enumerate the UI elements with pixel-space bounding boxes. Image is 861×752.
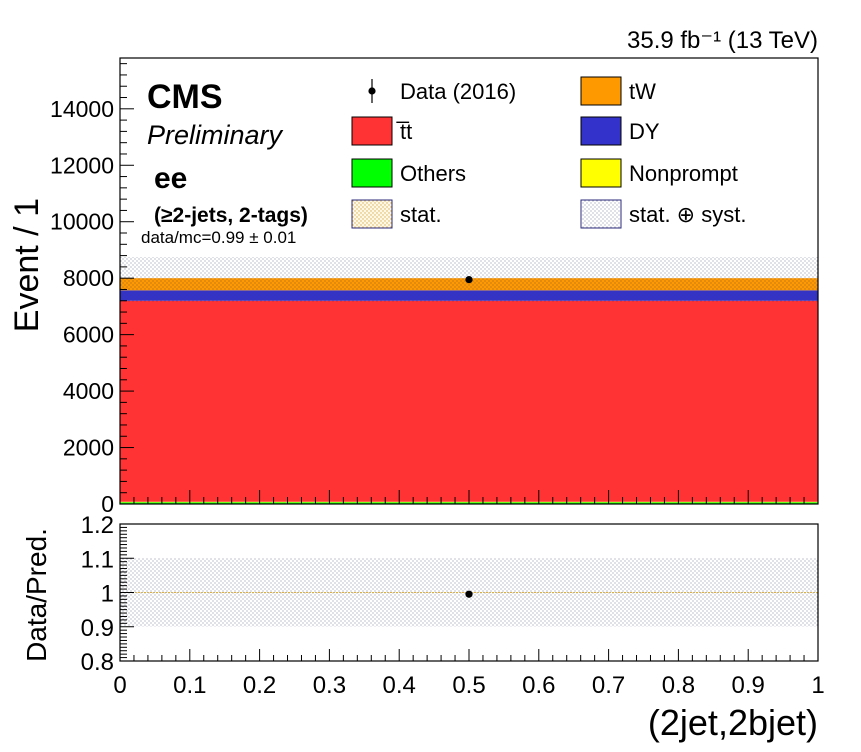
legend-swatch xyxy=(351,158,393,188)
legend-swatch xyxy=(580,76,622,106)
legend-swatch xyxy=(580,158,622,188)
legend-label: Data (2016) xyxy=(400,79,516,104)
legend-label: stat. ⊕ syst. xyxy=(629,202,746,227)
main-y-axis-title: Event / 1 xyxy=(8,198,46,332)
y-tick-label: 10000 xyxy=(50,209,114,235)
legend-label: tW xyxy=(629,79,656,104)
legend-swatch xyxy=(351,116,393,146)
legend-entry: Others xyxy=(351,158,466,188)
legend-label: stat. xyxy=(400,202,442,227)
preliminary-label: Preliminary xyxy=(147,120,284,150)
x-tick-label: 0.5 xyxy=(452,672,485,699)
x-tick-label: 0.3 xyxy=(313,672,346,699)
ratio-y-tick-label: 0.8 xyxy=(81,649,114,676)
y-tick-label: 0 xyxy=(101,491,114,517)
x-tick-label: 0.9 xyxy=(732,672,765,699)
ratio-y-tick-label: 0.9 xyxy=(81,615,114,642)
y-tick-label: 12000 xyxy=(50,152,114,178)
x-tick-label: 1 xyxy=(811,672,824,699)
legend-label: t̅t xyxy=(396,119,412,144)
legend-swatch xyxy=(580,116,622,146)
y-tick-label: 14000 xyxy=(50,96,114,122)
x-tick-label: 0.1 xyxy=(173,672,206,699)
x-tick-label: 0 xyxy=(113,672,126,699)
stack-bar-tt xyxy=(120,300,818,502)
ratio-y-tick-label: 1.1 xyxy=(81,546,114,573)
legend-label: Others xyxy=(400,161,466,186)
ratio-y-tick-label: 1.2 xyxy=(81,512,114,539)
ratio-y-axis: 0.8 0.9 1 1.1 1.2 xyxy=(81,512,134,676)
legend-marker xyxy=(368,87,376,95)
y-tick-label: 2000 xyxy=(63,435,114,461)
y-tick-label: 6000 xyxy=(63,322,114,348)
x-tick-label: 0.2 xyxy=(243,672,276,699)
x-tick-label: 0.7 xyxy=(592,672,625,699)
legend-label: Nonprompt xyxy=(629,161,738,186)
channel-label: ee xyxy=(154,162,187,195)
ratio-point xyxy=(465,590,473,598)
data-marker xyxy=(465,275,473,284)
y-tick-label: 4000 xyxy=(63,378,114,404)
selection-label: (≥2-jets, 2-tags) xyxy=(154,204,308,227)
ratio-panel: 0.80.911.11.2 0 0.1 0.2 0.3 0.4 0.5 0.6 0.7 0.8 0… xyxy=(81,512,825,699)
legend-entry: stat. ⊕ syst. xyxy=(580,199,746,229)
data-mc-ratio-label: data/mc=0.99 ± 0.01 xyxy=(141,228,296,247)
ratio-x-axis: 0 0.1 0.2 0.3 0.4 0.5 0.6 0.7 0.8 0.9 1 xyxy=(113,649,825,699)
legend-label: DY xyxy=(629,119,660,144)
main-x-ticks xyxy=(119,490,819,504)
x-tick-label: 0.4 xyxy=(383,672,416,699)
x-tick-label: 0.6 xyxy=(522,672,555,699)
legend-entry: t̅t xyxy=(351,116,412,146)
data-point xyxy=(465,275,473,284)
legend-entry: Data (2016) xyxy=(368,79,516,104)
ratio-marker xyxy=(465,590,473,598)
lumi-label: 35.9 fb⁻¹ (13 TeV) xyxy=(627,27,818,54)
legend-entry: stat. xyxy=(351,199,442,229)
ratio-y-tick-label: 1 xyxy=(101,581,114,608)
legend-swatch xyxy=(580,199,622,229)
legend: Data (2016) tW t̅t DY Others Nonprompt stat. st… xyxy=(351,76,746,229)
ratio-y-axis-title: Data/Pred. xyxy=(21,528,52,662)
cms-label: CMS xyxy=(147,78,223,116)
stack-bars xyxy=(120,278,818,504)
x-tick-label: 0.8 xyxy=(662,672,695,699)
main-panel: 0 2000 4000 6000 8000 10000 12000 14000 xyxy=(50,57,819,517)
x-axis-title: (2jet,2bjet) xyxy=(648,702,818,743)
y-tick-label: 8000 xyxy=(63,265,114,291)
main-y-axis: 0 2000 4000 6000 8000 10000 12000 14000 xyxy=(50,63,134,517)
legend-entry: Nonprompt xyxy=(580,158,738,188)
legend-entry: tW xyxy=(580,76,656,106)
legend-swatch xyxy=(351,199,393,229)
legend-entry: DY xyxy=(580,116,660,146)
